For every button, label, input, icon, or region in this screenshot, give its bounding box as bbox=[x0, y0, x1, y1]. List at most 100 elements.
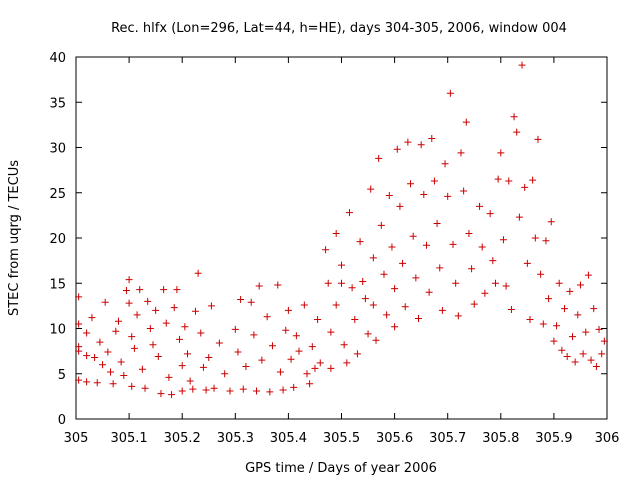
data-point bbox=[499, 236, 507, 244]
data-point bbox=[83, 378, 91, 386]
data-point bbox=[550, 337, 558, 345]
data-point bbox=[369, 254, 377, 262]
data-point bbox=[332, 229, 340, 237]
data-point bbox=[468, 265, 476, 273]
data-point bbox=[574, 311, 582, 319]
x-tick: 305.4 bbox=[270, 57, 307, 446]
x-tick-label: 305.1 bbox=[110, 431, 147, 446]
data-point bbox=[526, 315, 534, 323]
data-point bbox=[566, 287, 574, 295]
data-point bbox=[125, 299, 133, 307]
data-point bbox=[191, 307, 199, 315]
x-tick: 305 bbox=[64, 57, 88, 446]
data-point bbox=[568, 333, 576, 341]
data-point bbox=[340, 341, 348, 349]
data-point bbox=[133, 311, 141, 319]
data-point bbox=[449, 240, 457, 248]
data-point bbox=[481, 289, 489, 297]
data-point bbox=[521, 183, 529, 191]
data-point bbox=[338, 261, 345, 269]
y-tick: 35 bbox=[49, 96, 607, 111]
data-point bbox=[287, 355, 295, 363]
data-point bbox=[430, 177, 438, 185]
x-tick: 305.9 bbox=[535, 57, 573, 446]
data-point bbox=[197, 329, 205, 337]
data-point bbox=[138, 365, 146, 373]
y-tick: 5 bbox=[58, 368, 607, 383]
data-point bbox=[128, 333, 136, 341]
data-point bbox=[75, 347, 83, 355]
data-point bbox=[502, 282, 510, 290]
data-point bbox=[306, 380, 314, 388]
data-point bbox=[122, 286, 130, 294]
data-point bbox=[221, 370, 229, 378]
data-point bbox=[290, 383, 298, 391]
data-point bbox=[247, 298, 255, 306]
y-tick: 20 bbox=[49, 232, 607, 247]
data-point bbox=[510, 113, 518, 121]
x-tick-label: 305.4 bbox=[270, 431, 307, 446]
data-point bbox=[157, 390, 165, 398]
data-point bbox=[545, 295, 553, 303]
data-point bbox=[505, 177, 513, 185]
data-point bbox=[96, 338, 104, 346]
data-point bbox=[284, 306, 292, 314]
data-point bbox=[388, 243, 396, 251]
data-point bbox=[324, 279, 332, 287]
data-point bbox=[491, 279, 499, 287]
data-point bbox=[534, 135, 542, 143]
y-tick: 40 bbox=[49, 51, 607, 66]
chart-title: Rec. hlfx (Lon=296, Lat=44, h=HE), days … bbox=[111, 21, 567, 36]
data-point bbox=[237, 296, 245, 304]
data-point bbox=[563, 353, 571, 361]
data-point bbox=[109, 380, 117, 388]
data-point bbox=[579, 350, 587, 358]
data-point bbox=[590, 305, 598, 313]
data-point bbox=[120, 372, 128, 380]
data-point bbox=[414, 315, 422, 323]
data-point bbox=[393, 145, 401, 153]
data-point bbox=[91, 353, 99, 361]
data-point bbox=[263, 313, 271, 321]
data-point bbox=[531, 234, 539, 242]
data-point bbox=[178, 387, 186, 395]
data-point bbox=[438, 306, 446, 314]
data-point bbox=[154, 353, 162, 361]
data-point bbox=[351, 315, 359, 323]
data-point bbox=[144, 297, 152, 305]
data-point bbox=[452, 279, 460, 287]
data-point bbox=[513, 128, 521, 136]
y-tick: 15 bbox=[49, 277, 607, 292]
data-point bbox=[338, 279, 345, 287]
data-point bbox=[162, 319, 170, 327]
x-axis-label: GPS time / Days of year 2006 bbox=[245, 461, 437, 476]
data-point bbox=[600, 337, 608, 345]
data-point bbox=[595, 325, 603, 333]
data-point bbox=[165, 373, 173, 381]
y-axis-label: STEC from uqrg / TECUs bbox=[7, 160, 22, 316]
y-tick-label: 10 bbox=[49, 323, 66, 338]
data-point bbox=[518, 61, 526, 69]
data-point bbox=[152, 306, 160, 314]
data-point bbox=[231, 325, 239, 333]
y-axis-ticks: 0 5 10 15 20 25 30 35 40 bbox=[49, 51, 607, 428]
data-point bbox=[266, 388, 274, 396]
data-point bbox=[412, 274, 420, 282]
data-point bbox=[571, 358, 579, 366]
data-point bbox=[359, 277, 367, 285]
data-point bbox=[202, 386, 210, 394]
x-tick: 305.6 bbox=[376, 57, 413, 446]
data-point bbox=[407, 180, 415, 188]
data-point bbox=[107, 368, 115, 376]
data-point bbox=[561, 305, 569, 313]
data-point bbox=[253, 387, 261, 395]
data-point bbox=[523, 259, 531, 267]
data-point bbox=[391, 285, 399, 293]
data-point bbox=[558, 346, 566, 354]
data-point bbox=[114, 317, 122, 325]
data-point bbox=[282, 326, 290, 334]
data-point bbox=[88, 314, 96, 322]
data-point bbox=[425, 288, 433, 296]
y-tick-label: 30 bbox=[49, 142, 66, 157]
data-point bbox=[104, 348, 112, 356]
